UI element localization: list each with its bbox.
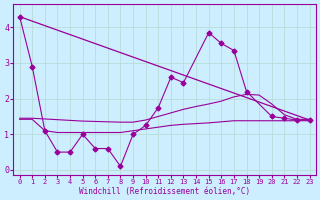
X-axis label: Windchill (Refroidissement éolien,°C): Windchill (Refroidissement éolien,°C)	[79, 187, 250, 196]
